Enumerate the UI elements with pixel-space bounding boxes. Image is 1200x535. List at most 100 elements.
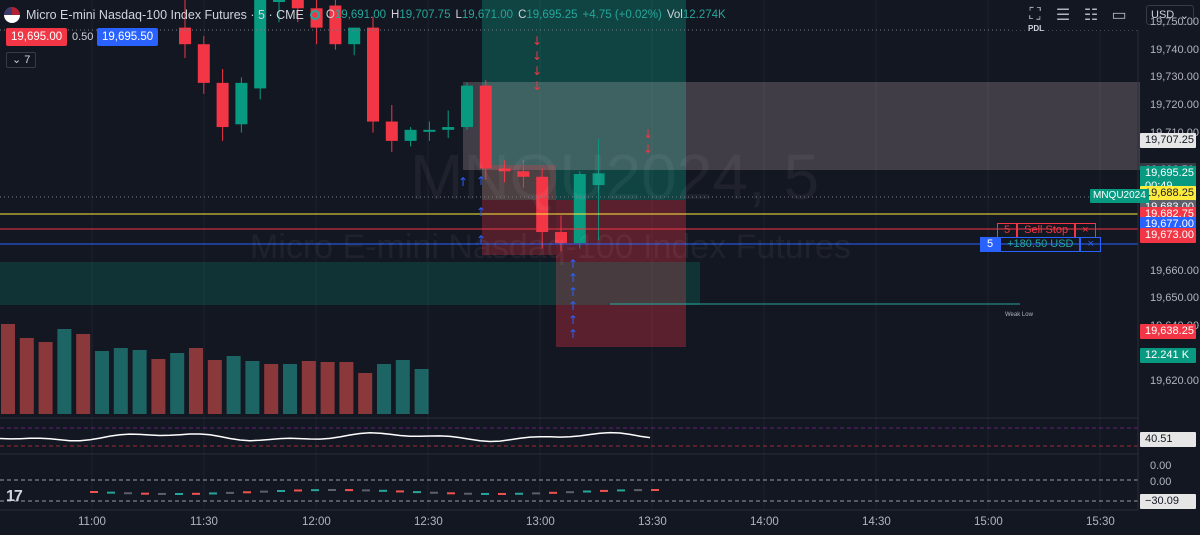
ohlc-item: H19,707.75 xyxy=(391,9,450,21)
ohlc-item: Vol12.274K xyxy=(667,9,726,21)
macd-zero-label: 0.00 xyxy=(1150,476,1172,488)
macd-hist-bar xyxy=(515,492,523,495)
spread-value: 0.50 xyxy=(72,31,94,43)
time-axis-label: 13:30 xyxy=(638,516,667,528)
candle-body xyxy=(461,85,473,128)
macd-hist-bar xyxy=(413,491,421,494)
price-axis-label: 19,620.00 xyxy=(1150,375,1199,388)
macd-hist-bar xyxy=(617,489,625,492)
candle-body xyxy=(404,129,417,141)
price-axis-tag: 19,638.25 xyxy=(1140,323,1196,339)
volume-bar xyxy=(245,361,260,414)
volume-bar xyxy=(189,348,203,414)
candle-body xyxy=(479,85,492,169)
volume-bar xyxy=(19,338,34,414)
ohlc-key: C xyxy=(518,9,527,21)
currency-select[interactable]: USD ⌄ xyxy=(1146,5,1194,25)
sell-stop-close-button[interactable]: × xyxy=(1075,223,1096,238)
volume-bar xyxy=(132,350,147,414)
macd-hist-bar xyxy=(634,489,642,492)
position-line[interactable]: 5 +180.50 USD × xyxy=(980,237,1101,252)
object-tree-icon[interactable]: ☷ xyxy=(1083,7,1099,24)
zones xyxy=(0,0,1140,347)
macd-hist-bar xyxy=(566,491,574,494)
volume-bar xyxy=(95,351,109,414)
macd-hist-bar xyxy=(209,492,217,495)
price-axis-tag: 19,707.25 xyxy=(1140,133,1196,149)
ohlc-value: +4.75 (+0.02%) xyxy=(582,9,662,21)
volume-bar xyxy=(339,362,354,414)
rsi-line xyxy=(0,431,651,443)
position-close-button[interactable]: × xyxy=(1080,237,1101,252)
price-lines xyxy=(0,29,1138,305)
symbol-title[interactable]: Micro E-mini Nasdaq-100 Index Futures · … xyxy=(26,8,304,22)
volume-bar xyxy=(1,324,15,414)
sell-button[interactable]: 19,695.00 xyxy=(6,28,68,46)
ohlc-key: Vol xyxy=(666,9,683,21)
macd-pane xyxy=(0,453,1138,502)
position-pnl: +180.50 USD xyxy=(1000,237,1081,252)
ohlc-item: +4.75 (+0.02%) xyxy=(583,9,662,21)
volume-bar xyxy=(207,360,222,414)
macd-hist-bar xyxy=(158,492,166,495)
time-axis-label: 12:00 xyxy=(302,516,331,528)
volume-bar xyxy=(57,329,72,414)
macd-hist-bar xyxy=(277,489,285,492)
volume-bar xyxy=(377,364,391,414)
time-axis-label: 14:00 xyxy=(750,516,779,528)
volume-bar xyxy=(264,364,279,414)
volume-bar xyxy=(113,348,128,414)
down-arrow-icon: ↓ xyxy=(532,34,542,48)
tradingview-logo[interactable]: 17 xyxy=(6,488,23,505)
up-arrow-icon: ↑ xyxy=(476,233,486,247)
macd-hist-bar xyxy=(430,491,438,494)
macd-hist-bar xyxy=(141,492,149,495)
sell-stop-order[interactable]: 5 Sell Stop × xyxy=(997,223,1096,238)
up-arrow-icon: ↑ xyxy=(568,271,578,285)
macd-hist-bar xyxy=(90,491,98,493)
ohlc-value: 19,707.75 xyxy=(399,9,451,21)
candle-body xyxy=(254,0,267,89)
volume-bar xyxy=(320,362,335,414)
macd-hist-bar xyxy=(345,489,353,492)
macd-hist-bar xyxy=(532,492,540,495)
settings-sliders-icon[interactable]: ☰ xyxy=(1055,7,1071,24)
price-axis-label: 19,740.00 xyxy=(1150,43,1199,56)
macd-hist-bar xyxy=(260,490,268,493)
ohlc-key: O xyxy=(325,9,335,21)
take-profit-zone xyxy=(482,0,686,200)
volume-bar xyxy=(414,369,429,414)
up-arrow-icon: ↑ xyxy=(568,257,578,271)
price-axis-label: 19,730.00 xyxy=(1150,71,1199,84)
candle-body xyxy=(423,129,436,132)
ohlc-value: 12.274K xyxy=(682,9,726,21)
buy-button[interactable]: 19,695.50 xyxy=(97,28,159,46)
down-arrow-icon: ↓ xyxy=(532,49,542,63)
macd-hist-bar xyxy=(311,489,319,492)
macd-hist-bar xyxy=(175,492,183,495)
price-axis-tag: 19,673.00 xyxy=(1140,227,1196,243)
macd-hist-bar xyxy=(549,491,557,494)
ohlc-value: 19,695.25 xyxy=(526,9,578,21)
macd-hist-bar xyxy=(362,489,370,492)
indicators-count: 7 xyxy=(24,54,31,66)
up-arrow-icon: ↑ xyxy=(568,285,578,299)
fullscreen-icon[interactable]: ⛶ xyxy=(1029,6,1041,23)
macd-hist-bar xyxy=(243,491,251,494)
indicators-collapse-button[interactable]: ⌄ 7 xyxy=(6,52,37,68)
chevron-down-icon: ⌄ xyxy=(1179,9,1189,22)
candle-body xyxy=(573,174,586,244)
macd-hist-bar xyxy=(498,492,506,495)
demand-zone xyxy=(0,262,700,305)
volume-bar xyxy=(283,364,297,414)
time-axis-label: 15:30 xyxy=(1086,516,1115,528)
pdl-label: PDL xyxy=(1028,24,1044,33)
candle-body xyxy=(329,5,342,45)
chevron-down-icon: ⌄ xyxy=(12,54,25,66)
volume-bar xyxy=(395,360,410,414)
ohlc-item: L19,671.00 xyxy=(455,9,513,21)
ohlc-item: O19,691.00 xyxy=(326,9,386,21)
us-flag-icon xyxy=(4,7,20,23)
layout-icon[interactable]: ▭ xyxy=(1111,7,1127,24)
